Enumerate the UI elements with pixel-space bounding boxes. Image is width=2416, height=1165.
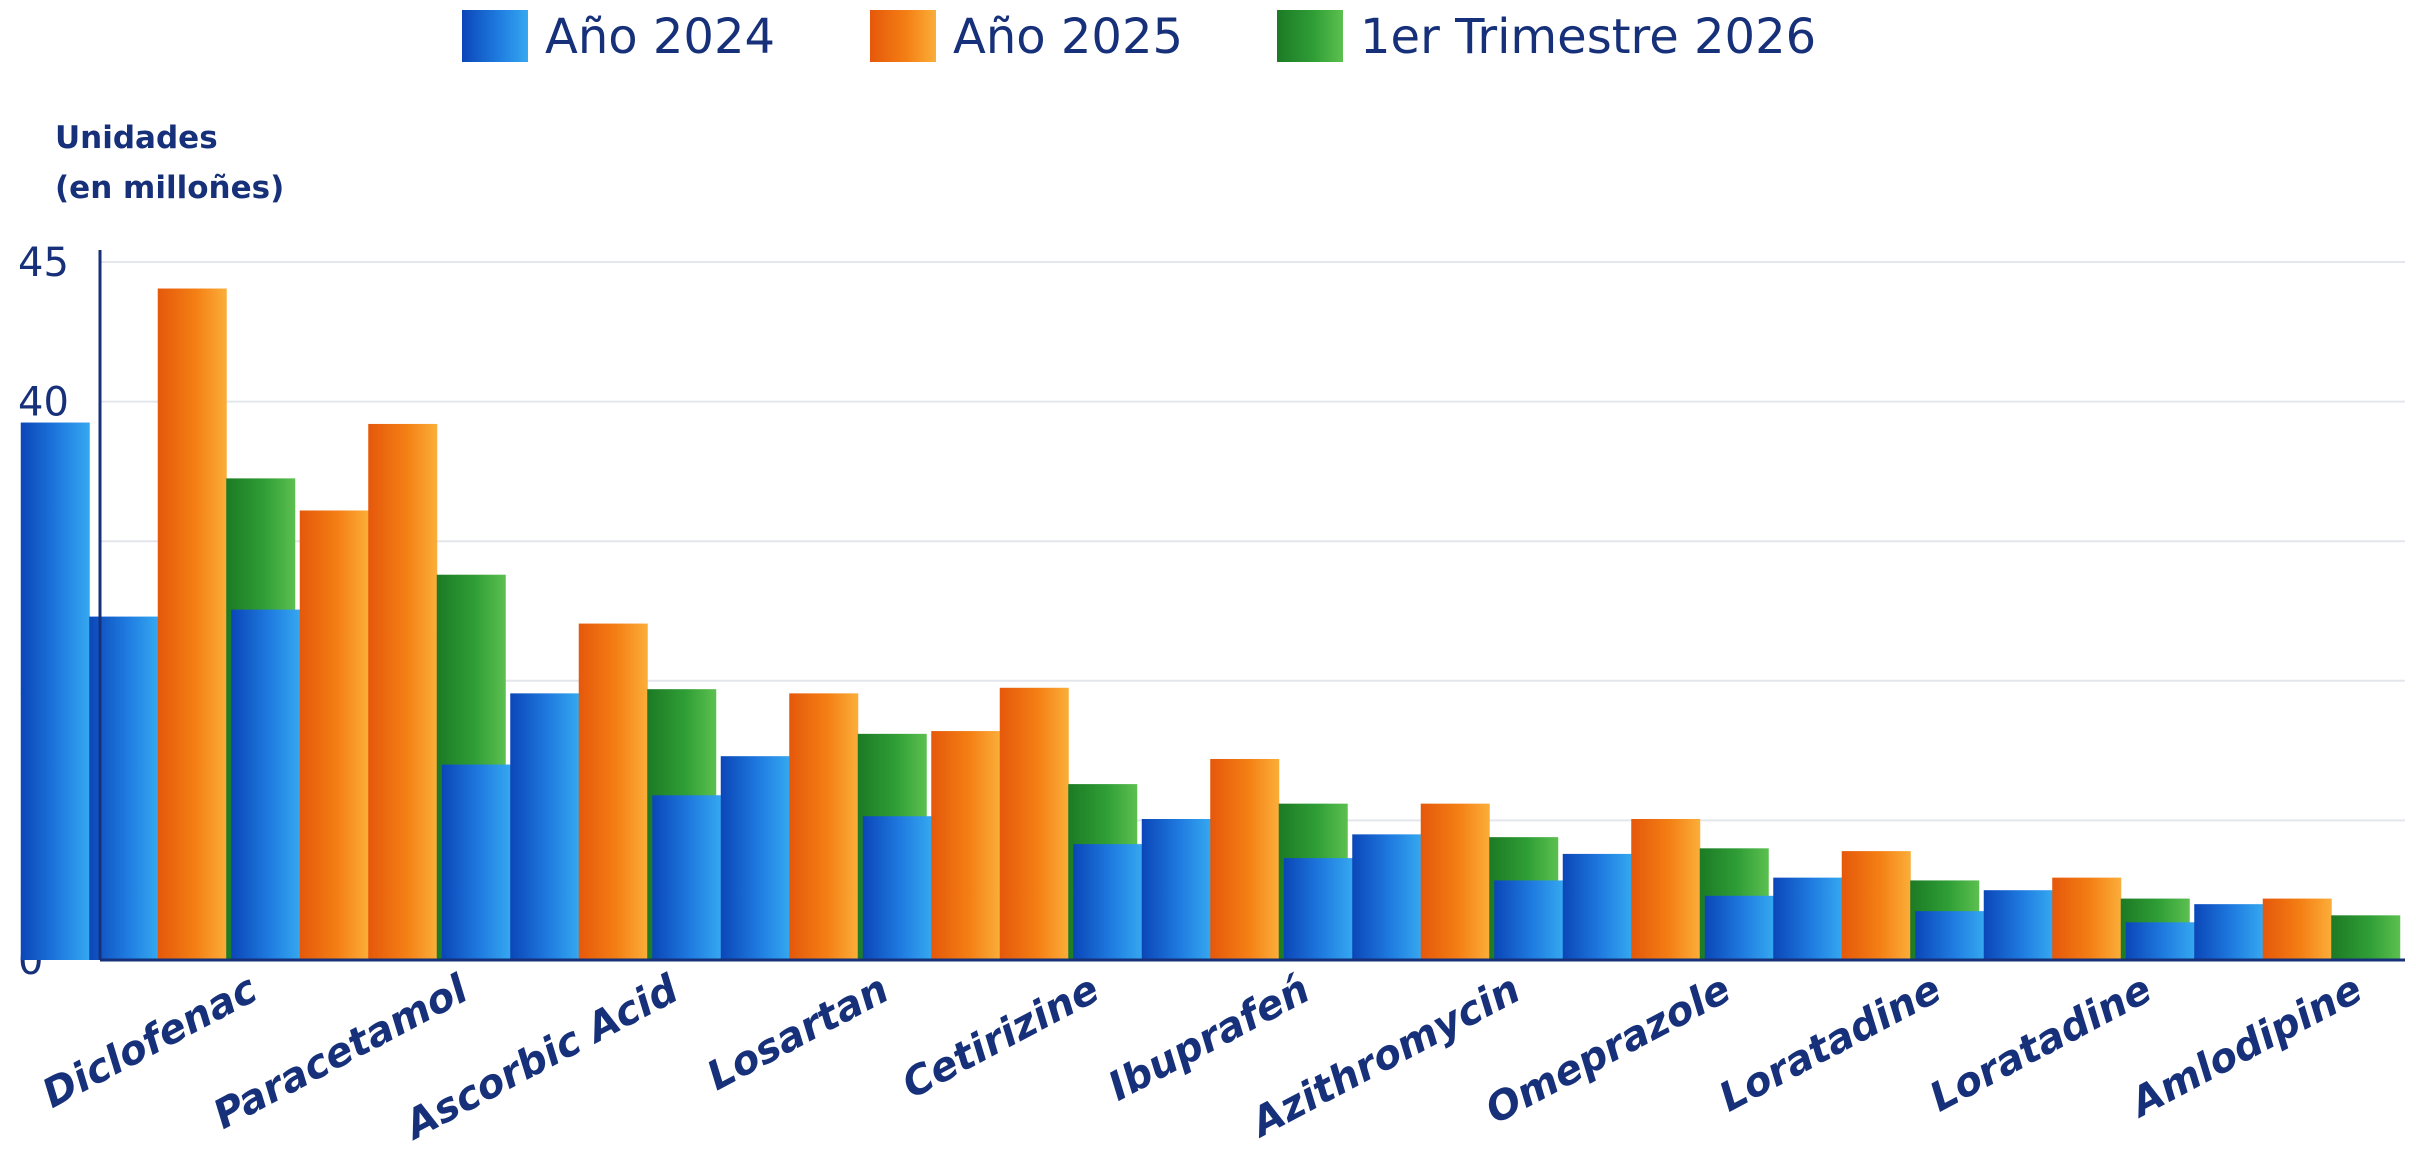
x-tick-label: Losartan — [700, 966, 897, 1100]
bars — [20, 288, 2401, 960]
y-tick-label: 45 — [18, 240, 69, 286]
bar — [999, 687, 1069, 960]
legend-swatch-ano-2025 — [870, 10, 936, 62]
bar — [1915, 911, 1985, 960]
x-tick-label: Loratadine — [1922, 966, 2159, 1121]
x-tick-label: Amlodipine — [2121, 966, 2370, 1127]
bar — [299, 510, 369, 960]
bar — [157, 288, 227, 960]
bar — [862, 816, 932, 960]
bar — [2262, 898, 2332, 960]
bar — [1420, 803, 1490, 960]
bar — [789, 693, 859, 960]
bar — [20, 422, 90, 960]
bar — [1983, 890, 2053, 960]
bar — [441, 764, 511, 960]
bar — [1773, 877, 1843, 960]
bar — [2331, 915, 2401, 960]
bar — [1352, 834, 1422, 960]
bar — [720, 756, 790, 960]
bar — [1562, 853, 1632, 960]
bar — [2125, 922, 2195, 960]
bar — [231, 609, 301, 960]
legend-label-1er-trimestre-2026: 1er Trimestre 2026 — [1360, 9, 1816, 65]
bar — [578, 623, 648, 960]
bar — [510, 693, 580, 960]
bar — [1841, 851, 1911, 960]
legend-swatch-ano-2024 — [462, 10, 528, 62]
legend: Año 2024 Año 2025 1er Trimestre 2026 — [462, 9, 1816, 65]
bar — [1704, 895, 1774, 960]
legend-label-ano-2025: Año 2025 — [953, 9, 1183, 65]
bar — [1631, 819, 1701, 960]
bar — [1141, 819, 1211, 960]
bar — [931, 731, 1001, 960]
legend-label-ano-2024: Año 2024 — [545, 9, 775, 65]
bar — [1073, 844, 1143, 960]
x-tick-label: Loratadine — [1712, 966, 1949, 1121]
x-tick-label: Cetirizine — [895, 966, 1107, 1108]
bar — [1494, 880, 1564, 960]
legend-swatch-1er-trimestre-2026 — [1277, 10, 1343, 62]
bar — [2052, 877, 2122, 960]
bar — [2194, 904, 2264, 960]
y-axis-label-line-2: (en milloñes) — [55, 170, 284, 206]
bar — [1210, 758, 1280, 960]
y-tick-label: 40 — [18, 380, 69, 426]
y-axis-label-line-1: Unidades — [55, 120, 218, 156]
bar — [652, 795, 722, 960]
bar — [368, 423, 438, 960]
bar — [1283, 858, 1353, 960]
